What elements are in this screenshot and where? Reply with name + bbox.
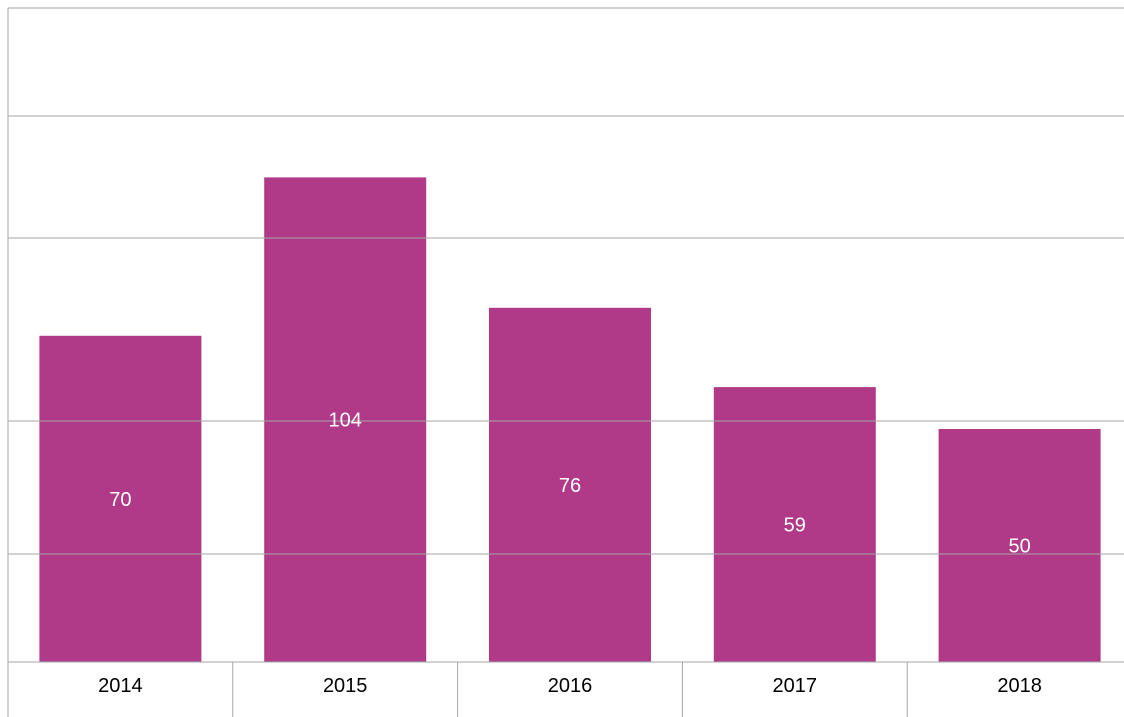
bar-2017 [713,387,876,662]
category-axis: 2014 2015 2016 2017 2018 [8,661,1124,717]
data-labels: 70 104 76 59 50 [109,410,1030,558]
bar-2016 [489,307,651,662]
bar-2015 [264,177,427,662]
x-tick-label-2014: 2014 [98,675,143,697]
bar-2014 [39,335,202,662]
x-tick-label-2017: 2017 [773,675,818,697]
bars [8,115,1124,662]
data-label-2016: 76 [559,475,581,497]
data-label-2017: 59 [784,515,806,537]
data-label-2014: 70 [109,489,131,511]
x-tick-label-2018: 2018 [997,675,1042,697]
data-label-2015: 104 [329,410,362,432]
bar-2018 [938,429,1101,662]
data-label-2018: 50 [1008,536,1030,558]
x-tick-label-2016: 2016 [548,675,593,697]
x-tick-label-2015: 2015 [323,675,368,697]
